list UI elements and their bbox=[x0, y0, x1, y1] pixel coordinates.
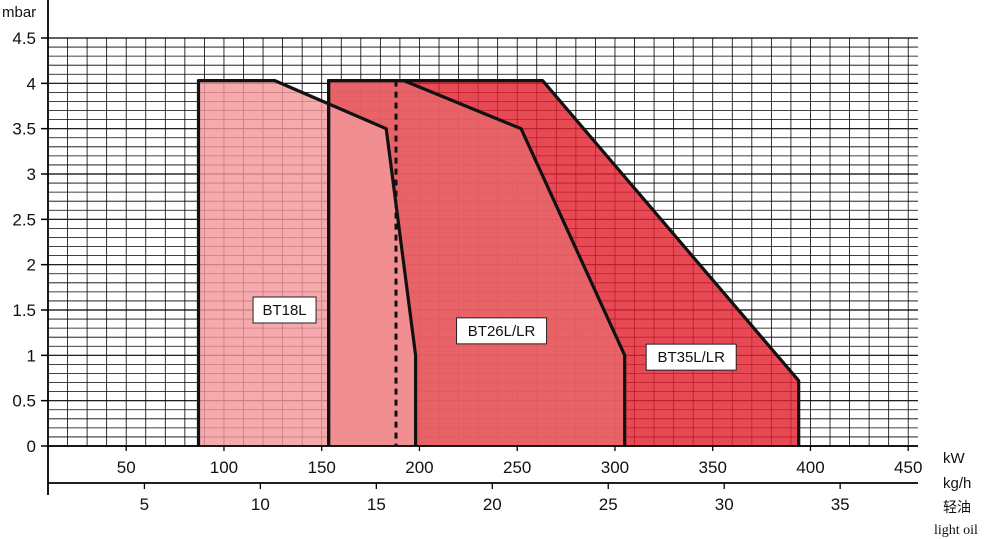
y-tick-label: 0 bbox=[27, 437, 36, 456]
kw-axis-unit: kW bbox=[943, 450, 966, 467]
series-labels: BT18L BT26L/LR BT35L/LR bbox=[252, 296, 737, 371]
kgh-axis-unit: kg/h bbox=[943, 475, 971, 492]
capacity-areas bbox=[196, 78, 801, 446]
fuel-label-en: light oil bbox=[934, 523, 978, 538]
area-bt18l bbox=[198, 80, 416, 446]
y-tick-label: 3 bbox=[27, 165, 36, 184]
series-label-box bbox=[252, 296, 317, 324]
series-label-text: BT26L/LR bbox=[468, 323, 536, 340]
kgh-tick-label: 20 bbox=[483, 495, 502, 514]
series-label-box bbox=[456, 317, 548, 345]
kw-tick-label: 300 bbox=[601, 458, 629, 477]
label-bt26l-lr: BT26L/LR bbox=[456, 317, 548, 345]
kw-tick-label: 50 bbox=[117, 458, 136, 477]
tick-labels: 0 0.5 1 1.5 2 2.5 3 3.5 4 4.5 50 100 150 200 250 300 350… bbox=[12, 29, 922, 514]
series-label-text: BT35L/LR bbox=[657, 349, 725, 366]
label-bt18l: BT18L bbox=[252, 296, 317, 324]
kgh-tick-label: 15 bbox=[367, 495, 386, 514]
kw-tick-label: 350 bbox=[699, 458, 727, 477]
label-bt35l-lr: BT35L/LR bbox=[645, 343, 737, 371]
outline-bt18l bbox=[196, 78, 418, 446]
series-label-text: BT18L bbox=[262, 302, 306, 319]
y-tick-label: 2 bbox=[27, 256, 36, 275]
dashed-lines bbox=[327, 80, 398, 446]
y-axis-unit: mbar bbox=[2, 4, 36, 21]
axes bbox=[47, 0, 918, 495]
y-tick-label: 3.5 bbox=[12, 120, 36, 139]
kw-tick-label: 250 bbox=[503, 458, 531, 477]
y-tick-label: 1.5 bbox=[12, 301, 36, 320]
y-tick-label: 2.5 bbox=[12, 210, 36, 229]
y-tick-label: 0.5 bbox=[12, 392, 36, 411]
y-tick-label: 1 bbox=[27, 346, 36, 365]
y-tick-label: 4 bbox=[27, 74, 36, 93]
kw-tick-label: 150 bbox=[308, 458, 336, 477]
kgh-tick-label: 35 bbox=[831, 495, 850, 514]
kgh-tick-label: 5 bbox=[140, 495, 149, 514]
fuel-label-cn: 轻油 bbox=[943, 500, 971, 516]
kgh-tick-label: 10 bbox=[251, 495, 270, 514]
kw-tick-label: 450 bbox=[894, 458, 922, 477]
kgh-tick-label: 30 bbox=[715, 495, 734, 514]
kw-tick-label: 400 bbox=[796, 458, 824, 477]
kw-tick-label: 200 bbox=[405, 458, 433, 477]
y-tick-label: 4.5 bbox=[12, 29, 36, 48]
series-label-box bbox=[645, 343, 737, 371]
kw-tick-label: 100 bbox=[210, 458, 238, 477]
kgh-tick-label: 25 bbox=[599, 495, 618, 514]
